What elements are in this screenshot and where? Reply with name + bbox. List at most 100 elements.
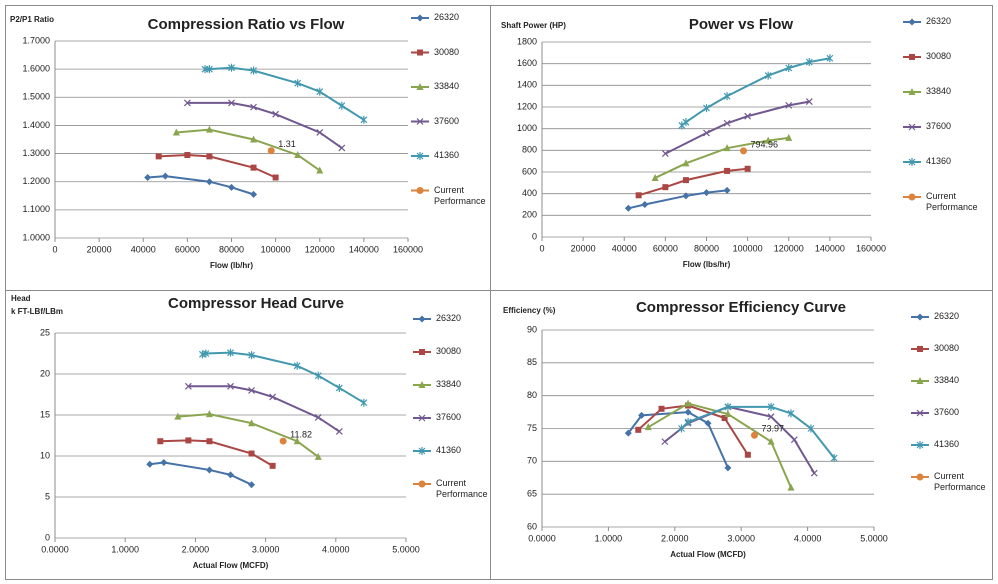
data-point [830, 454, 838, 463]
data-point [228, 183, 235, 191]
data-point [294, 79, 302, 88]
data-point [638, 411, 646, 419]
data-point [723, 119, 731, 127]
data-point [744, 112, 752, 120]
series-line [205, 66, 365, 121]
legend-label: 41360 [926, 156, 952, 166]
data-point [724, 402, 732, 411]
y-tick-label: 1.4000 [22, 120, 50, 130]
data-point [684, 408, 692, 416]
y-tick-label: 80 [527, 390, 537, 400]
series-line [681, 57, 831, 127]
data-point [682, 118, 690, 127]
x-tick-label: 60000 [653, 243, 678, 253]
data-point [205, 410, 213, 418]
data-point [750, 431, 758, 439]
data-point [160, 459, 168, 467]
y-tick-label: 600 [522, 166, 537, 176]
legend-label: 41360 [434, 150, 460, 160]
data-point [724, 410, 732, 418]
data-point [785, 101, 793, 109]
legend-marker [419, 349, 425, 355]
data-point [172, 128, 180, 136]
data-point [682, 159, 690, 167]
data-point [785, 64, 793, 72]
data-point [767, 402, 775, 411]
data-label: 1.31 [278, 139, 296, 149]
legend-marker [908, 193, 916, 201]
x-axis-label: Flow (lb/hr) [210, 261, 253, 270]
x-tick-label: 160000 [856, 243, 886, 253]
data-point [206, 65, 213, 74]
data-point [723, 144, 731, 152]
legend-marker [916, 377, 924, 384]
data-point [723, 186, 731, 194]
y-tick-label: 65 [527, 489, 537, 499]
data-point [248, 450, 255, 457]
series-line [187, 101, 343, 149]
data-point [335, 383, 343, 392]
data-point [157, 438, 164, 445]
x-tick-label: 80000 [219, 244, 244, 254]
data-point [338, 101, 346, 110]
y-tick-label: 1400 [517, 80, 537, 90]
y-axis-label: Efficiency (%) [503, 306, 556, 315]
data-point [248, 481, 256, 489]
data-point [314, 452, 322, 460]
x-axis-label: Flow (lbs/hr) [683, 260, 731, 269]
legend-marker [416, 83, 424, 90]
y-tick-label: 1800 [517, 36, 537, 46]
data-point [316, 129, 324, 136]
y-tick-label: 15 [40, 409, 50, 419]
x-tick-label: 0.0000 [528, 533, 556, 543]
data-point [293, 437, 301, 445]
legend-marker [908, 123, 916, 131]
data-point [807, 424, 815, 433]
series-line [147, 175, 254, 196]
data-point [227, 348, 234, 357]
data-point [703, 129, 710, 137]
legend-label: 37600 [434, 115, 460, 126]
data-point [316, 166, 324, 174]
data-label: 794.96 [751, 139, 779, 149]
legend-label: 30080 [926, 51, 952, 61]
y-tick-label: 0 [532, 231, 537, 241]
x-tick-label: 5.0000 [860, 533, 888, 543]
legend-marker [418, 480, 426, 488]
x-tick-label: 20000 [87, 244, 112, 254]
legend-marker [908, 158, 916, 166]
y-tick-label: 0 [45, 532, 50, 542]
data-point [250, 135, 258, 143]
series-line [188, 385, 340, 433]
legend-label: Current Performance [434, 184, 486, 206]
x-tick-label: 60000 [175, 244, 200, 254]
y-tick-label: 70 [527, 456, 537, 466]
data-point [724, 167, 731, 174]
data-point [704, 419, 712, 427]
legend-label: 30080 [934, 343, 960, 353]
data-point [202, 349, 210, 358]
series-line [149, 461, 252, 486]
data-point [805, 58, 813, 67]
legend-marker [417, 49, 423, 56]
data-point [764, 136, 772, 144]
y-tick-label: 1.1000 [22, 204, 50, 214]
y-tick-label: 200 [522, 210, 537, 220]
legend-marker [908, 88, 916, 95]
legend-marker [416, 187, 424, 194]
y-tick-label: 85 [527, 357, 537, 367]
legend-label: 26320 [934, 311, 960, 321]
x-tick-label: 20000 [571, 243, 596, 253]
y-axis-label: P2/P1 Ratio [10, 15, 54, 24]
data-point [272, 174, 279, 181]
data-point [248, 386, 255, 394]
legend-marker [908, 18, 916, 26]
data-point [662, 184, 669, 191]
legend-marker [418, 315, 426, 323]
x-tick-label: 1.0000 [595, 533, 623, 543]
legend-marker [916, 313, 924, 321]
y-tick-label: 1600 [517, 58, 537, 68]
panel: Compressor Efficiency Curve Efficiency (%… [490, 290, 993, 580]
legend-marker [418, 381, 426, 388]
